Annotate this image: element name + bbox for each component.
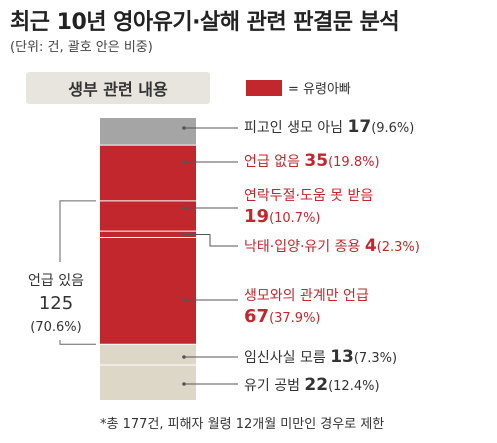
segment-pct: (7.3%) bbox=[354, 351, 397, 366]
segment-label: 연락두절·도움 못 받음 bbox=[244, 188, 373, 204]
segment-pct: (19.8%) bbox=[328, 155, 379, 170]
segment-full-label: 유기 공범 22(12.4%) bbox=[244, 375, 380, 395]
segment-full-label: 언급 없음 35(19.8%) bbox=[244, 151, 380, 171]
bar-segment bbox=[100, 364, 196, 400]
legend: = 유령아빠 bbox=[246, 78, 351, 97]
segment-label: 생모와의 관계만 언급 bbox=[244, 288, 369, 304]
segment-pct: (12.4%) bbox=[328, 379, 379, 394]
bracket-value: 125 bbox=[39, 293, 73, 314]
leader-dot bbox=[182, 160, 186, 164]
legend-swatch bbox=[246, 79, 282, 96]
chart-title: 최근 10년 영아유기·살해 관련 판결문 분석 bbox=[10, 10, 400, 35]
segment-value-label: 67(37.9%) bbox=[244, 306, 321, 327]
segment-label: 낙태·입양·유기 종용 bbox=[244, 239, 365, 255]
segment-pct: (2.3%) bbox=[377, 240, 420, 255]
leader-dot bbox=[182, 126, 186, 130]
segment-label: 피고인 생모 아님 bbox=[244, 120, 348, 136]
leader-dot bbox=[182, 382, 186, 386]
bar-segment bbox=[100, 118, 196, 146]
bar-segment bbox=[100, 200, 196, 232]
segment-value: 19 bbox=[244, 206, 269, 227]
segment-value: 35 bbox=[304, 151, 328, 171]
segment-value: 13 bbox=[330, 347, 354, 367]
segment-label: 언급 없음 bbox=[244, 154, 304, 170]
section-label: 생부 관련 내용 bbox=[26, 72, 210, 104]
leader-dot bbox=[182, 355, 186, 359]
segment-pct: (9.6%) bbox=[371, 121, 414, 136]
chart-subtitle: (단위: 건, 괄호 안은 비중) bbox=[10, 40, 153, 55]
segment-value: 67 bbox=[244, 306, 269, 327]
segment-value: 17 bbox=[348, 117, 372, 137]
legend-label: = 유령아빠 bbox=[288, 82, 351, 97]
bar-segment bbox=[100, 344, 196, 365]
segment-pct: (10.7%) bbox=[269, 211, 320, 226]
segment-full-label: 피고인 생모 아님 17(9.6%) bbox=[244, 117, 414, 137]
segment-value: 4 bbox=[365, 236, 377, 256]
bar-segment bbox=[100, 237, 196, 345]
leader-line bbox=[184, 233, 238, 247]
segment-full-label: 임신사실 모름 13(7.3%) bbox=[244, 347, 397, 367]
leader-dot bbox=[182, 298, 186, 302]
leader-dot bbox=[182, 206, 186, 210]
bar-segment bbox=[100, 231, 196, 238]
bar-segment bbox=[100, 145, 196, 201]
segment-label: 임신사실 모름 bbox=[244, 350, 330, 366]
segment-value-label: 19(10.7%) bbox=[244, 206, 321, 227]
segment-full-label: 낙태·입양·유기 종용 4(2.3%) bbox=[244, 236, 420, 256]
footnote: *총 177건, 피해자 월령 12개월 미만인 경우로 제한 bbox=[100, 417, 385, 432]
bracket-label: 언급 있음 bbox=[28, 273, 84, 289]
segment-pct: (37.9%) bbox=[269, 311, 320, 326]
bracket-pct: (70.6%) bbox=[30, 320, 81, 335]
bracket-label-bg bbox=[14, 262, 98, 340]
segment-value: 22 bbox=[304, 375, 328, 395]
segment-label: 유기 공범 bbox=[244, 378, 304, 394]
leader-dot bbox=[182, 232, 186, 237]
